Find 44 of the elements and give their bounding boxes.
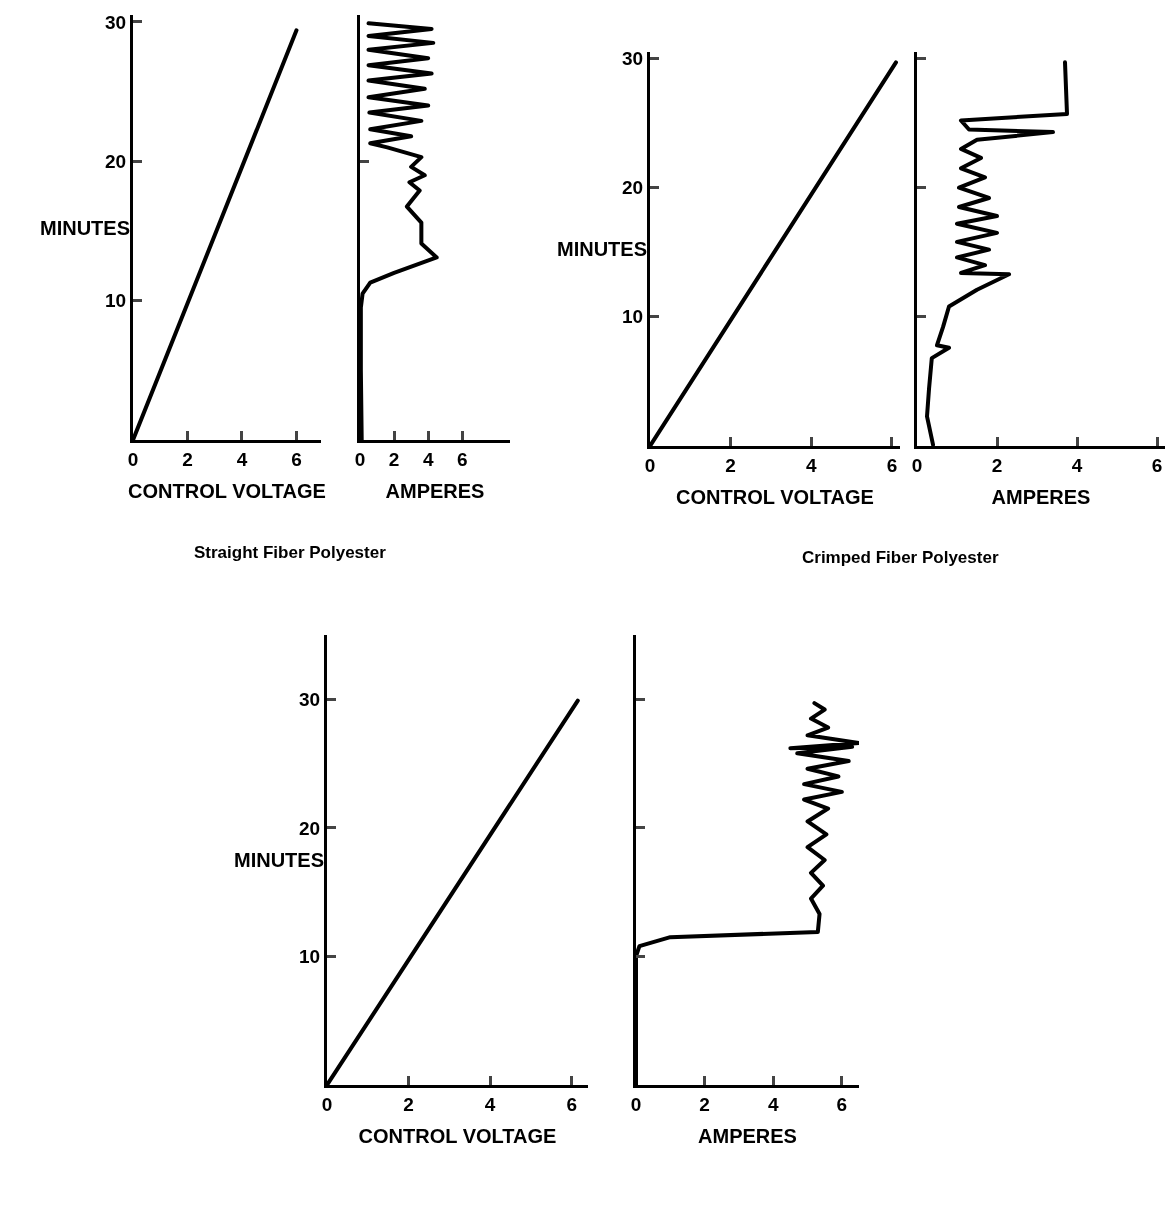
x-tick-label: 2: [699, 1093, 710, 1115]
x-tick-label: 4: [236, 448, 248, 470]
x-tick-label: 4: [806, 454, 817, 476]
x-axis-title: CONTROL VOLTAGE: [676, 486, 874, 509]
x-tick-label: 0: [630, 1093, 642, 1115]
y-tick-label: 30: [622, 48, 644, 70]
x-tick-label: 2: [388, 448, 400, 470]
x-tick-label: 6: [1151, 454, 1163, 476]
x-tick-label: 0: [321, 1093, 333, 1115]
x-tick-label: 2: [991, 454, 1003, 476]
text: Crimped Fiber Polyester: [802, 548, 999, 567]
y-tick-label: 30: [105, 11, 127, 33]
y-tick-label: 20: [299, 817, 321, 839]
x-tick-label: 4: [767, 1093, 779, 1115]
y-tick-label: 30: [299, 688, 321, 710]
x-axis-title: CONTROL VOLTAGE: [358, 1125, 557, 1148]
x-tick-label: 6: [886, 454, 898, 476]
y-axis-title: MINUTES: [234, 849, 324, 871]
text: Straight Fiber Polyester: [194, 543, 387, 562]
x-tick-label: 2: [403, 1093, 414, 1115]
x-axis-title: AMPERES: [698, 1125, 797, 1148]
x-tick-label: 4: [1071, 454, 1083, 476]
x-tick-label: 4: [422, 448, 434, 470]
y-tick-label: 10: [299, 946, 321, 968]
x-axis-title: AMPERES: [991, 486, 1091, 509]
x-tick-label: 2: [182, 448, 193, 470]
x-tick-label: 6: [291, 448, 302, 470]
x-tick-label: 6: [566, 1093, 577, 1115]
x-tick-label: 6: [836, 1093, 848, 1115]
y-tick-label: 10: [622, 306, 644, 328]
x-tick-label: 2: [725, 454, 736, 476]
x-tick-label: 0: [354, 448, 366, 470]
x-tick-label: 4: [484, 1093, 496, 1115]
x-tick-label: 0: [127, 448, 139, 470]
y-tick-label: 10: [105, 290, 127, 312]
y-tick-label: 20: [105, 150, 127, 172]
y-axis-title: MINUTES: [557, 238, 647, 260]
x-axis-title: AMPERES: [385, 480, 485, 503]
x-tick-label: 6: [456, 448, 468, 470]
x-tick-label: 0: [644, 454, 656, 476]
y-tick-label: 20: [622, 177, 644, 199]
y-axis-title: MINUTES: [40, 217, 130, 239]
x-tick-label: 0: [911, 454, 923, 476]
x-axis-title: CONTROL VOLTAGE: [128, 480, 326, 503]
